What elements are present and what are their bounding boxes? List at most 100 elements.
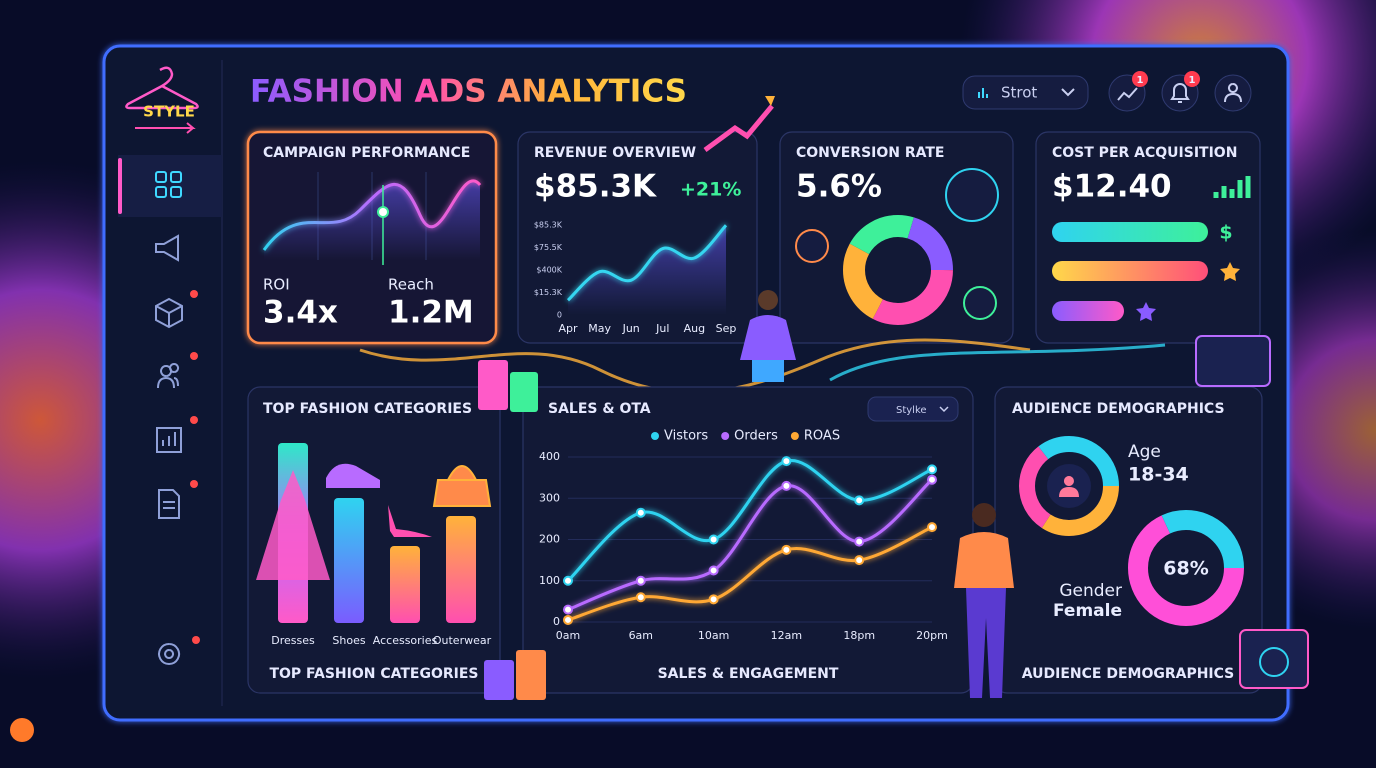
x-tick-label: Aug xyxy=(684,322,705,335)
reach-value: 1.2M xyxy=(388,295,474,331)
category-label: Outerwear xyxy=(433,634,492,647)
products-icon[interactable] xyxy=(155,297,183,329)
trends-icon xyxy=(1117,87,1138,101)
shopping-bags xyxy=(478,360,546,700)
card-title: TOP FASHION CATEGORIES xyxy=(263,401,472,417)
point xyxy=(563,604,573,615)
point xyxy=(854,536,865,547)
roi-value: 3.4x xyxy=(263,295,338,331)
sidebar-indicator xyxy=(118,158,122,214)
x-tick-label: Jul xyxy=(655,322,669,335)
progress-bar xyxy=(1052,222,1208,242)
y-tick-label: 200 xyxy=(539,533,560,546)
alert-dot xyxy=(190,352,198,360)
dress-illustration xyxy=(256,470,330,580)
decoration xyxy=(966,588,1006,698)
point xyxy=(708,594,719,605)
category-bar xyxy=(446,516,476,623)
star-icon xyxy=(1136,302,1156,321)
alert-dot xyxy=(190,480,198,488)
y-axis-label: 0 xyxy=(557,311,562,320)
legend-swatch xyxy=(651,432,659,440)
settings-icon[interactable] xyxy=(158,643,181,665)
decoration xyxy=(740,315,796,360)
legend-swatch xyxy=(790,432,799,440)
notifications-button[interactable]: 1 xyxy=(1161,71,1200,112)
dropdown-chevron xyxy=(1061,88,1075,97)
decoration xyxy=(155,234,183,665)
point xyxy=(781,544,792,555)
card-title: CAMPAIGN PERFORMANCE xyxy=(263,145,470,161)
audience-icon[interactable] xyxy=(157,363,180,389)
alert-dot xyxy=(190,416,198,424)
profile-button[interactable] xyxy=(1214,74,1252,112)
logo[interactable]: STYLE xyxy=(125,66,199,134)
age-value: 18-34 xyxy=(1128,464,1189,486)
age-donut xyxy=(1019,436,1119,536)
category-label: Accessories xyxy=(373,634,438,647)
documents-icon[interactable] xyxy=(158,489,180,519)
x-tick-label: May xyxy=(588,322,611,335)
category-label: Dresses xyxy=(271,634,315,647)
point xyxy=(854,555,865,566)
badge xyxy=(1132,71,1148,87)
donut-segment xyxy=(843,215,953,325)
point xyxy=(635,507,646,518)
age-label: Age xyxy=(1128,442,1161,462)
point xyxy=(563,575,573,586)
revenue-total: $85.3K xyxy=(534,169,657,205)
card-title: AUDIENCE DEMOGRAPHICS xyxy=(1012,401,1225,417)
avatar-icon xyxy=(1059,476,1079,497)
dropdown-chevron xyxy=(939,406,949,413)
x-tick-label: 6am xyxy=(629,629,653,642)
decoration xyxy=(972,503,996,527)
sparkline xyxy=(262,179,482,251)
point xyxy=(563,614,573,625)
point xyxy=(927,464,937,475)
view-dropdown[interactable]: Strot xyxy=(962,75,1089,110)
x-tick-label: 10am xyxy=(698,629,729,642)
decoration: 0 100 200 300 400 0am 6am 10am 12am 18pm 20pm Visto… xyxy=(539,429,948,643)
decoration xyxy=(170,171,182,183)
trends-button[interactable]: 1 xyxy=(1108,71,1148,112)
x-tick-label: Apr xyxy=(558,322,578,335)
gender-share: 68% xyxy=(1163,558,1208,580)
sparkline-area xyxy=(264,180,480,260)
card-title: SALES & OTA xyxy=(548,401,651,417)
badge xyxy=(1184,71,1200,87)
point xyxy=(708,565,719,576)
reports-icon[interactable] xyxy=(156,427,182,453)
logo-arrow xyxy=(135,122,196,134)
area xyxy=(568,225,726,315)
cpa-icon xyxy=(1213,176,1251,198)
dropdown-label: Stylke xyxy=(896,405,927,416)
dashboard-icon[interactable] xyxy=(155,171,182,198)
x-tick-label: Jun xyxy=(622,322,640,335)
gender-donut xyxy=(1128,510,1244,626)
trend-arrowhead xyxy=(765,96,775,106)
decoration xyxy=(510,372,538,412)
x-tick-label: 12am xyxy=(771,629,802,642)
gender-label: Gender xyxy=(1059,581,1122,601)
character-illustration xyxy=(740,290,796,382)
point xyxy=(635,592,646,603)
roi-label: ROI xyxy=(263,276,290,294)
alert-dot xyxy=(190,290,198,298)
point xyxy=(854,495,865,506)
badge-count: 1 xyxy=(1189,75,1196,86)
decoration xyxy=(484,660,514,700)
sales-dropdown[interactable]: Stylke xyxy=(867,396,959,422)
y-tick-label: 0 xyxy=(553,615,560,628)
decoration xyxy=(758,290,778,310)
card-title: CONVERSION RATE xyxy=(796,145,945,161)
y-axis-label: $15.3K xyxy=(534,288,563,297)
card-title: REVENUE OVERVIEW xyxy=(534,145,696,161)
bag-icon xyxy=(795,229,829,263)
point xyxy=(927,474,937,485)
sidebar-active[interactable] xyxy=(118,155,222,217)
campaign-icon[interactable] xyxy=(155,234,179,262)
dropdown-box xyxy=(962,75,1089,110)
y-tick-label: 100 xyxy=(539,574,560,587)
legend-label: ROAS xyxy=(804,429,840,444)
